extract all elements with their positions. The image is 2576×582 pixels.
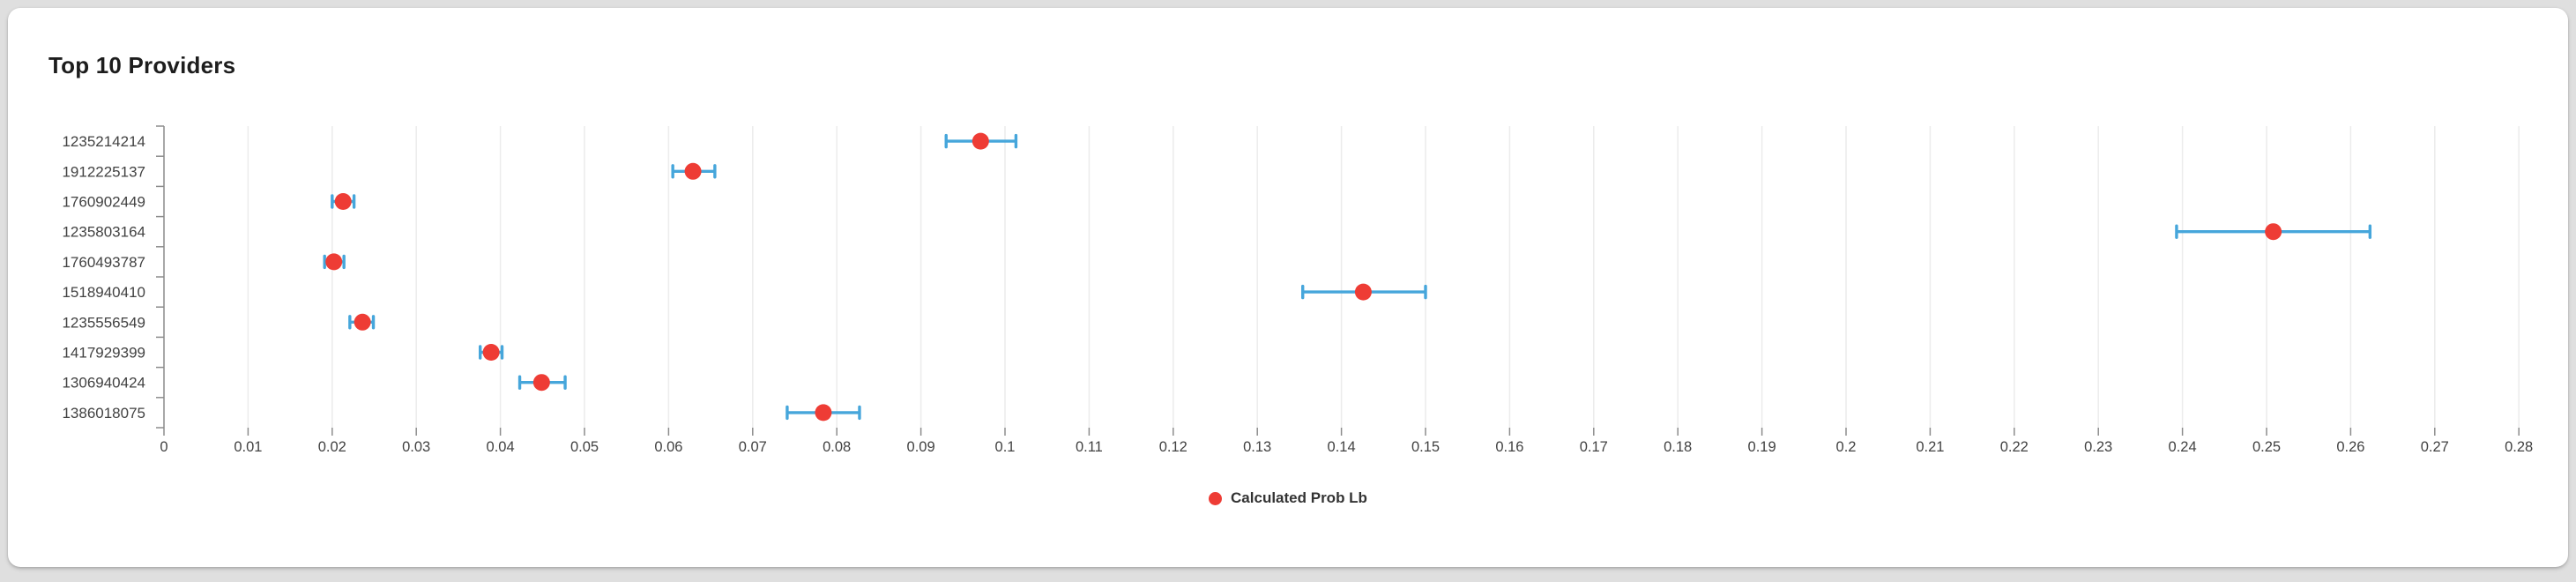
data-point[interactable]: [684, 162, 702, 180]
x-tick-label: 0.03: [402, 439, 430, 455]
x-tick-label: 0.28: [2505, 439, 2533, 455]
x-tick-label: 0.07: [739, 439, 767, 455]
x-tick-label: 0.04: [487, 439, 515, 455]
y-category-label: 1760493787: [62, 254, 145, 271]
x-tick-label: 0.17: [1580, 439, 1608, 455]
x-tick-label: 0.19: [1748, 439, 1776, 455]
x-tick-label: 0.13: [1243, 439, 1271, 455]
x-tick-label: 0.27: [2421, 439, 2449, 455]
data-point[interactable]: [2265, 223, 2282, 241]
providers-error-bar-chart: 0 0.01 0.02 0.03 0.04 0.05 0.06 0.07 0.08 0.09 0.1…: [62, 125, 2533, 455]
x-tick-label: 0.23: [2084, 439, 2112, 455]
legend-item[interactable]: Calculated Prob Lb: [8, 489, 2568, 507]
x-tick-label: 0.26: [2336, 439, 2364, 455]
x-tick-label: 0.01: [234, 439, 262, 455]
data-point[interactable]: [482, 344, 500, 361]
chart-card: Top 10 Providers 0 0.01 0.02 0.03 0.04 0.05 0.…: [8, 8, 2568, 567]
y-category-label: 1235556549: [62, 314, 145, 331]
x-tick-label: 0.02: [318, 439, 346, 455]
x-tick-label: 0.06: [654, 439, 682, 455]
x-tick-label: 0.15: [1411, 439, 1440, 455]
data-point[interactable]: [334, 193, 352, 210]
x-tick-label: 0.11: [1076, 439, 1103, 455]
y-category-label: 1306940424: [62, 375, 145, 392]
data-point[interactable]: [972, 132, 989, 150]
x-tick-label: 0.22: [2000, 439, 2029, 455]
x-tick-label: 0.16: [1495, 439, 1523, 455]
data-point[interactable]: [354, 313, 371, 331]
data-point[interactable]: [325, 253, 343, 271]
data-point[interactable]: [532, 374, 550, 392]
x-tick-label: 0.24: [2169, 439, 2197, 455]
y-category-label: 1417929399: [62, 345, 145, 362]
x-tick-label: 0.25: [2252, 439, 2281, 455]
x-tick-label: 0: [160, 439, 168, 455]
y-category-label: 1235214214: [62, 133, 145, 150]
x-tick-label: 0.12: [1159, 439, 1187, 455]
legend-label: Calculated Prob Lb: [1231, 489, 1367, 506]
x-tick-label: 0.08: [823, 439, 851, 455]
y-category-label: 1912225137: [62, 163, 145, 180]
x-tick-label: 0.14: [1328, 439, 1356, 455]
y-category-label: 1386018075: [62, 405, 145, 422]
data-point[interactable]: [1354, 283, 1372, 301]
y-category-label: 1760902449: [62, 194, 145, 211]
x-tick-label: 0.1: [995, 439, 1016, 455]
x-tick-label: 0.18: [1664, 439, 1692, 455]
y-category-label: 1518940410: [62, 284, 145, 301]
legend-marker-icon: [1209, 491, 1223, 505]
data-point[interactable]: [815, 404, 832, 422]
x-tick-label: 0.09: [907, 439, 935, 455]
x-tick-label: 0.05: [570, 439, 599, 455]
y-category-label: 1235803164: [62, 224, 145, 241]
x-tick-label: 0.2: [1836, 439, 1857, 455]
x-tick-label: 0.21: [1916, 439, 1944, 455]
chart-title: Top 10 Providers: [48, 52, 236, 78]
